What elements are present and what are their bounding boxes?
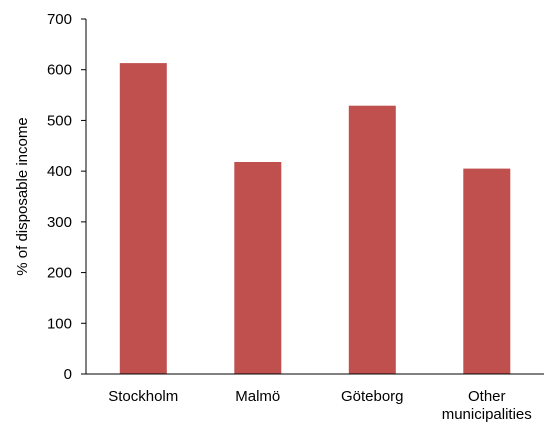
x-tick-label-1: Malmö — [235, 388, 280, 405]
y-tick-label-3: 300 — [47, 214, 72, 231]
x-tick-label-0: Stockholm — [108, 388, 178, 405]
x-tick-labels: Stockholm Malmö Göteborg Other municipalitie… — [108, 388, 532, 423]
y-tick-label-5: 500 — [47, 112, 72, 129]
y-tick-label-7: 700 — [47, 11, 72, 28]
bars-group — [119, 63, 511, 374]
x-tick-label-3: Other municipalities — [442, 388, 532, 423]
y-tick-label-0: 0 — [64, 366, 72, 383]
bar-1 — [234, 162, 282, 374]
y-axis-label: % of disposable income — [14, 117, 31, 275]
y-tick-label-6: 600 — [47, 62, 72, 79]
y-tick-label-1: 100 — [47, 315, 72, 332]
y-tick-labels: 0 100 200 300 400 500 600 700 — [47, 11, 72, 383]
y-tick-label-4: 400 — [47, 163, 72, 180]
bar-3 — [463, 168, 511, 374]
bar-2 — [348, 105, 396, 374]
bar-0 — [119, 63, 167, 374]
y-tick-label-2: 200 — [47, 265, 72, 282]
x-tick-label-2: Göteborg — [341, 388, 404, 405]
axes-group — [81, 18, 544, 375]
